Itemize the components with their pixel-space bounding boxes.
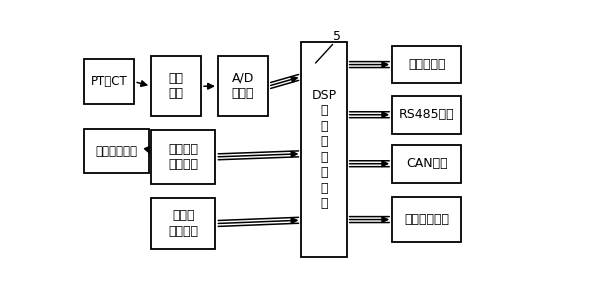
Text: RS485通信: RS485通信 [399, 108, 455, 121]
Bar [392, 197, 461, 242]
Bar [84, 59, 134, 104]
Text: 模拟
开关: 模拟 开关 [169, 72, 184, 100]
Bar [392, 96, 461, 133]
Bar [218, 56, 268, 116]
Bar [301, 42, 347, 257]
Bar [392, 145, 461, 183]
Text: 以太网通信: 以太网通信 [408, 58, 445, 71]
Bar [392, 46, 461, 83]
Text: PT、CT: PT、CT [91, 75, 128, 88]
Text: 遥控输出电路: 遥控输出电路 [404, 213, 449, 226]
Text: A/D
转换器: A/D 转换器 [232, 72, 254, 100]
Text: 电源、
实时时钟: 电源、 实时时钟 [168, 209, 198, 238]
Text: DSP
数
字
信
号
处
理
器: DSP 数 字 信 号 处 理 器 [312, 89, 336, 210]
Text: 通信输入电路: 通信输入电路 [95, 145, 137, 158]
Bar [151, 199, 216, 249]
Bar [151, 56, 201, 116]
Text: 地址译码
数据传输: 地址译码 数据传输 [168, 143, 198, 171]
Bar [84, 129, 148, 173]
Text: CAN通信: CAN通信 [406, 157, 447, 170]
Text: 5: 5 [333, 30, 341, 44]
Bar [151, 130, 216, 184]
